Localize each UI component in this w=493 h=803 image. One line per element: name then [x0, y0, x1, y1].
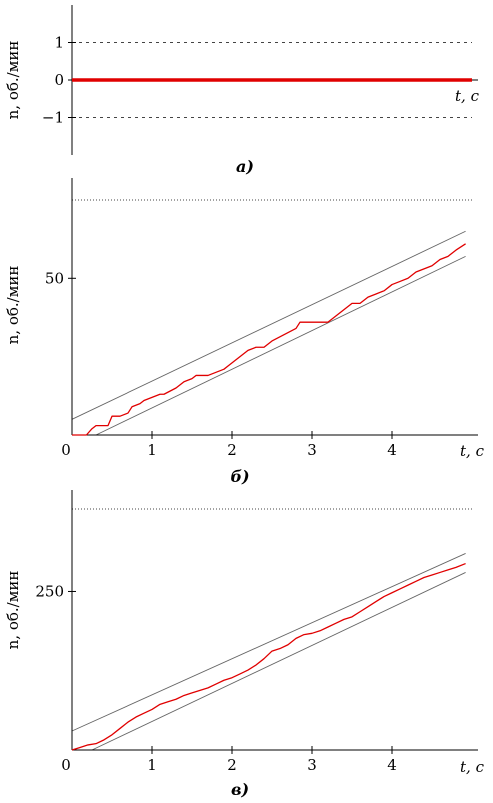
x-axis-label: t, c: [460, 758, 485, 776]
y-axis-label: n, об./мин: [4, 266, 22, 345]
y-tick-label: 1: [54, 34, 64, 52]
x-tick-label: 1: [147, 756, 157, 774]
data-series-line: [71, 562, 466, 751]
x-axis-label: t, c: [455, 87, 480, 105]
y-tick-label: 250: [35, 582, 64, 600]
y-tick-label: 50: [45, 269, 64, 287]
panel-caption: а): [236, 157, 254, 176]
data-series-line: [72, 243, 466, 436]
x-tick-label: 3: [307, 756, 317, 774]
y-axis-label: n, об./мин: [4, 571, 22, 650]
bound-line-1: [91, 572, 466, 751]
x-tick-label: 0: [61, 756, 71, 774]
x-tick-label: 0: [61, 441, 71, 459]
panel-caption: в): [231, 780, 249, 799]
x-tick-label: 3: [307, 441, 317, 459]
x-tick-label: 2: [227, 441, 237, 459]
x-tick-label: 1: [147, 441, 157, 459]
bound-line-0: [71, 230, 466, 420]
y-axis-label: n, об./мин: [4, 41, 22, 120]
y-tick-label: 0: [54, 71, 64, 89]
x-tick-label: 4: [387, 441, 397, 459]
panel-caption: б): [230, 467, 249, 486]
x-tick-label: 4: [387, 756, 397, 774]
x-axis-label: t, c: [460, 442, 485, 460]
y-tick-label: −1: [42, 109, 64, 127]
bound-line-1: [95, 255, 466, 436]
bound-line-0: [71, 553, 466, 732]
x-tick-label: 2: [227, 756, 237, 774]
